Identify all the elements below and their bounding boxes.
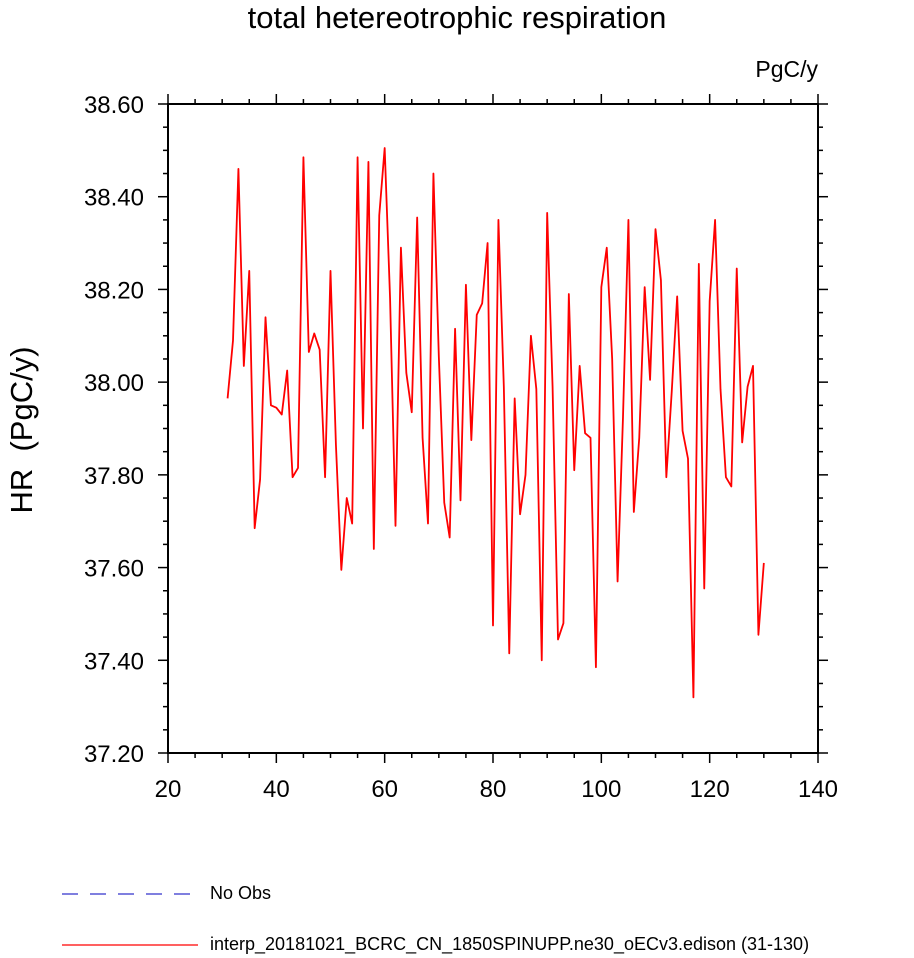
x-tick-label: 80 bbox=[480, 776, 507, 803]
y-tick-label: 37.80 bbox=[84, 463, 144, 490]
x-tick-label: 100 bbox=[581, 776, 621, 803]
y-tick-label: 38.60 bbox=[84, 92, 144, 119]
units-label: PgC/y bbox=[755, 56, 818, 82]
x-tick-label: 140 bbox=[798, 776, 838, 803]
y-tick-label: 38.40 bbox=[84, 185, 144, 212]
y-tick-label: 37.20 bbox=[84, 741, 144, 768]
x-tick-label: 120 bbox=[690, 776, 730, 803]
x-tick-label: 20 bbox=[155, 776, 182, 803]
y-tick-label: 37.60 bbox=[84, 556, 144, 583]
plot-frame bbox=[167, 103, 819, 754]
legend-item-no-obs: No Obs bbox=[62, 883, 271, 904]
series-line bbox=[226, 147, 765, 699]
legend-swatch-dashed bbox=[62, 892, 198, 895]
legend-label-model-run: interp_20181021_BCRC_CN_1850SPINUPP.ne30… bbox=[210, 934, 810, 954]
legend-swatch-solid bbox=[62, 943, 198, 946]
legend-item-model-run: interp_20181021_BCRC_CN_1850SPINUPP.ne30… bbox=[62, 934, 809, 955]
x-tick-label: 40 bbox=[263, 776, 290, 803]
legend-label-no-obs: No Obs bbox=[210, 883, 272, 903]
y-tick-label: 38.20 bbox=[84, 277, 144, 304]
y-tick-label: 38.00 bbox=[84, 370, 144, 397]
y-tick-label: 37.40 bbox=[84, 648, 144, 675]
chart-title: total hetereotrophic respiration bbox=[247, 0, 667, 35]
x-tick-label: 60 bbox=[371, 776, 398, 803]
